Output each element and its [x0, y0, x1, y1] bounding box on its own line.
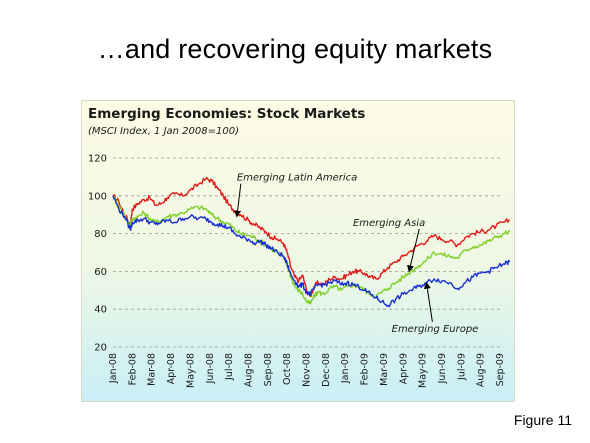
x-tick-label: Apr-09	[398, 353, 409, 384]
annotation-label: Emerging Europe	[392, 324, 479, 335]
x-tick-label: Nov-08	[302, 353, 313, 387]
x-tick-label: Mar-09	[379, 353, 390, 386]
slide-title: …and recovering equity markets	[97, 34, 493, 64]
annotation-label: Emerging Latin America	[237, 173, 357, 184]
chart-panel: Emerging Economies: Stock Markets (MSCI …	[81, 100, 515, 402]
x-tick-label: May-08	[185, 353, 196, 388]
series-line-2	[112, 195, 511, 308]
grid-layer	[113, 157, 500, 348]
x-tick-label: Dec-08	[321, 353, 332, 387]
chart-title: Emerging Economies: Stock Markets	[88, 106, 366, 122]
x-tick-label: Apr-08	[166, 353, 177, 384]
x-axis: Jan-08 Feb-08 Mar-08 Apr-08 May-08 Jun-08 Jul-…	[108, 353, 506, 388]
x-tick-label: Jan-09	[340, 353, 351, 384]
series-line-0	[112, 176, 510, 298]
y-tick-label: 20	[94, 343, 107, 354]
x-tick-label: Jul-08	[224, 353, 235, 381]
series-layer	[112, 176, 511, 308]
annotation-label: Emerging Asia	[353, 218, 425, 229]
y-tick-label: 120	[88, 154, 107, 165]
x-tick-label: Jul-09	[456, 353, 467, 381]
x-tick-label: Jun-08	[205, 353, 216, 384]
x-tick-label: Sep-09	[495, 353, 506, 386]
x-tick-label: Aug-08	[243, 353, 254, 387]
x-tick-label: May-09	[418, 353, 429, 388]
y-tick-label: 80	[94, 229, 107, 240]
x-tick-label: Feb-09	[360, 353, 371, 385]
y-tick-label: 60	[94, 267, 107, 278]
line-chart: 20 40 60 80 100 120 Jan-08 Feb-08 Mar-08 Apr-08 M…	[88, 154, 511, 388]
y-tick-label: 100	[88, 191, 107, 202]
x-tick-label: Feb-08	[127, 353, 138, 385]
y-tick-label: 40	[94, 305, 107, 316]
chart-subtitle: (MSCI Index, 1 Jan 2008=100)	[88, 126, 240, 137]
y-axis: 20 40 60 80 100 120	[88, 154, 107, 354]
annotation-arrow	[423, 281, 433, 322]
series-line-1	[112, 195, 511, 305]
x-tick-label: Jan-08	[108, 353, 119, 384]
x-tick-label: Jun-09	[437, 353, 448, 384]
figure-label: Figure 11	[513, 412, 572, 428]
annotation-arrow	[234, 183, 242, 218]
annotation-arrow	[407, 228, 420, 273]
x-tick-label: Sep-08	[263, 353, 274, 386]
x-tick-label: Aug-09	[476, 353, 487, 387]
x-tick-label: Oct-08	[282, 353, 293, 385]
annotation-layer: Emerging Latin America Emerging Asia Emerg…	[234, 173, 479, 335]
x-tick-label: Mar-08	[147, 353, 158, 386]
